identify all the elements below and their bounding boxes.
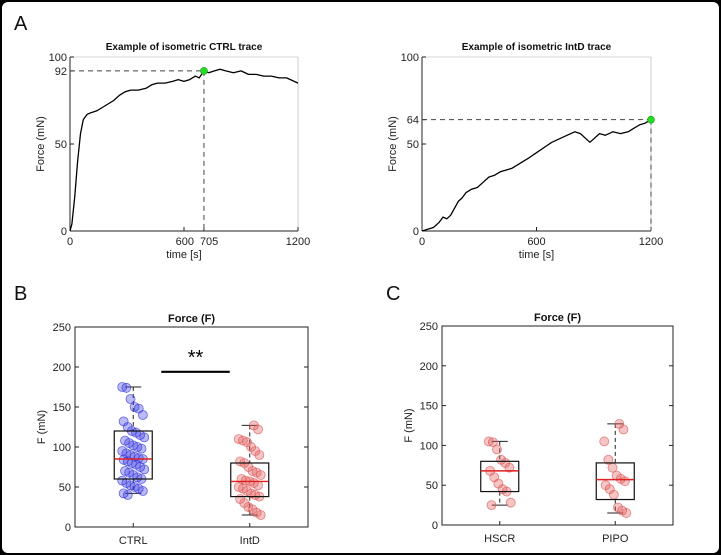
y-tick-label: 50 xyxy=(407,139,419,151)
x-tick-label: 600 xyxy=(527,236,545,248)
y-tick-label: 92 xyxy=(55,66,67,78)
x-tick-label: 705 xyxy=(200,236,218,248)
x-tick-label: 1200 xyxy=(286,236,310,248)
panel-label-b: B xyxy=(14,283,27,305)
data-point xyxy=(253,424,263,435)
chart-title: Example of isometric IntD trace xyxy=(462,42,612,53)
data-point xyxy=(504,462,515,473)
x-axis-label: time [s] xyxy=(166,249,201,261)
data-point xyxy=(486,500,497,511)
y-tick-label: 150 xyxy=(420,401,438,413)
highlight-marker xyxy=(647,115,655,124)
data-point xyxy=(255,470,266,480)
data-point xyxy=(137,410,148,420)
data-point xyxy=(618,424,629,435)
y-tick-label: 200 xyxy=(420,361,438,373)
y-tick-label: 50 xyxy=(59,482,71,494)
data-point xyxy=(139,464,150,475)
chart-intd-trace: Example of isometric IntD trace 0 50 64 100 0… xyxy=(387,42,663,261)
data-point xyxy=(121,382,132,393)
y-tick-label: 64 xyxy=(407,115,419,127)
data-point xyxy=(607,462,618,473)
chart-title: Force (F) xyxy=(534,312,581,324)
data-point xyxy=(603,454,614,465)
x-tick-label: IntD xyxy=(240,535,260,547)
y-tick-label: 150 xyxy=(53,402,71,414)
data-point xyxy=(492,444,502,455)
y-tick-label: 100 xyxy=(420,440,438,452)
y-axis-label: Force (mN) xyxy=(387,116,399,172)
x-tick-label: 0 xyxy=(419,236,425,248)
data-point xyxy=(253,480,263,491)
box xyxy=(230,462,270,498)
data-point xyxy=(619,476,630,487)
box xyxy=(480,460,520,493)
y-tick-label: 250 xyxy=(420,321,438,333)
data-point xyxy=(137,486,148,496)
x-tick-label: PIPO xyxy=(602,533,629,545)
data-point xyxy=(255,510,266,520)
chart-box-ctrl-intd: Force (F) 0 50 100 150 200 250 F (mN) CTRL IntD ** xyxy=(36,313,309,547)
x-tick-label: 600 xyxy=(176,236,194,248)
chart-title: Force (F) xyxy=(168,313,215,325)
panel-label-a: A xyxy=(14,13,28,35)
data-point xyxy=(608,489,619,500)
data-point xyxy=(621,508,632,518)
y-tick-label: 0 xyxy=(432,520,438,532)
y-tick-label: 50 xyxy=(55,139,67,151)
y-tick-label: 100 xyxy=(49,52,67,64)
data-point xyxy=(505,497,516,508)
x-tick-label: HSCR xyxy=(484,533,515,545)
box xyxy=(113,430,153,480)
plot-frame xyxy=(74,326,309,528)
y-tick-label: 0 xyxy=(65,522,71,534)
y-tick-label: 100 xyxy=(53,442,71,454)
data-point xyxy=(487,437,498,448)
y-tick-label: 0 xyxy=(413,226,419,238)
trace-line xyxy=(421,119,652,232)
y-tick-label: 250 xyxy=(53,322,71,334)
data-point xyxy=(125,394,136,404)
trace-line xyxy=(69,68,299,232)
x-tick-label: CTRL xyxy=(119,535,148,547)
x-tick-label: 1200 xyxy=(639,236,663,248)
data-point xyxy=(122,490,133,500)
plot-frame xyxy=(441,325,674,526)
highlight-marker xyxy=(200,67,208,75)
x-tick-label: 0 xyxy=(67,236,73,248)
y-axis-label: Force (mN) xyxy=(35,116,47,172)
box xyxy=(595,462,635,501)
significance-label: ** xyxy=(188,347,204,369)
y-tick-label: 50 xyxy=(426,480,438,492)
data-point xyxy=(136,443,147,454)
y-tick-label: 0 xyxy=(61,226,67,238)
y-axis-label: F (mN) xyxy=(36,410,48,444)
x-axis-label: time [s] xyxy=(519,249,554,261)
panel-label-c: C xyxy=(386,283,400,305)
data-point xyxy=(254,450,265,460)
data-point xyxy=(139,432,150,443)
chart-box-hscr-pipo: Force (F) 0 50 100 150 200 250 F (mN) HSCR PIPO xyxy=(403,312,674,545)
chart-ctrl-trace: Example of isometric CTRL trace 0 50 92 100 0… xyxy=(35,42,310,261)
data-point xyxy=(599,436,610,447)
y-axis-label: F (mN) xyxy=(403,408,415,442)
y-tick-label: 200 xyxy=(53,362,71,374)
chart-title: Example of isometric CTRL trace xyxy=(106,42,263,53)
y-tick-label: 100 xyxy=(401,52,419,64)
